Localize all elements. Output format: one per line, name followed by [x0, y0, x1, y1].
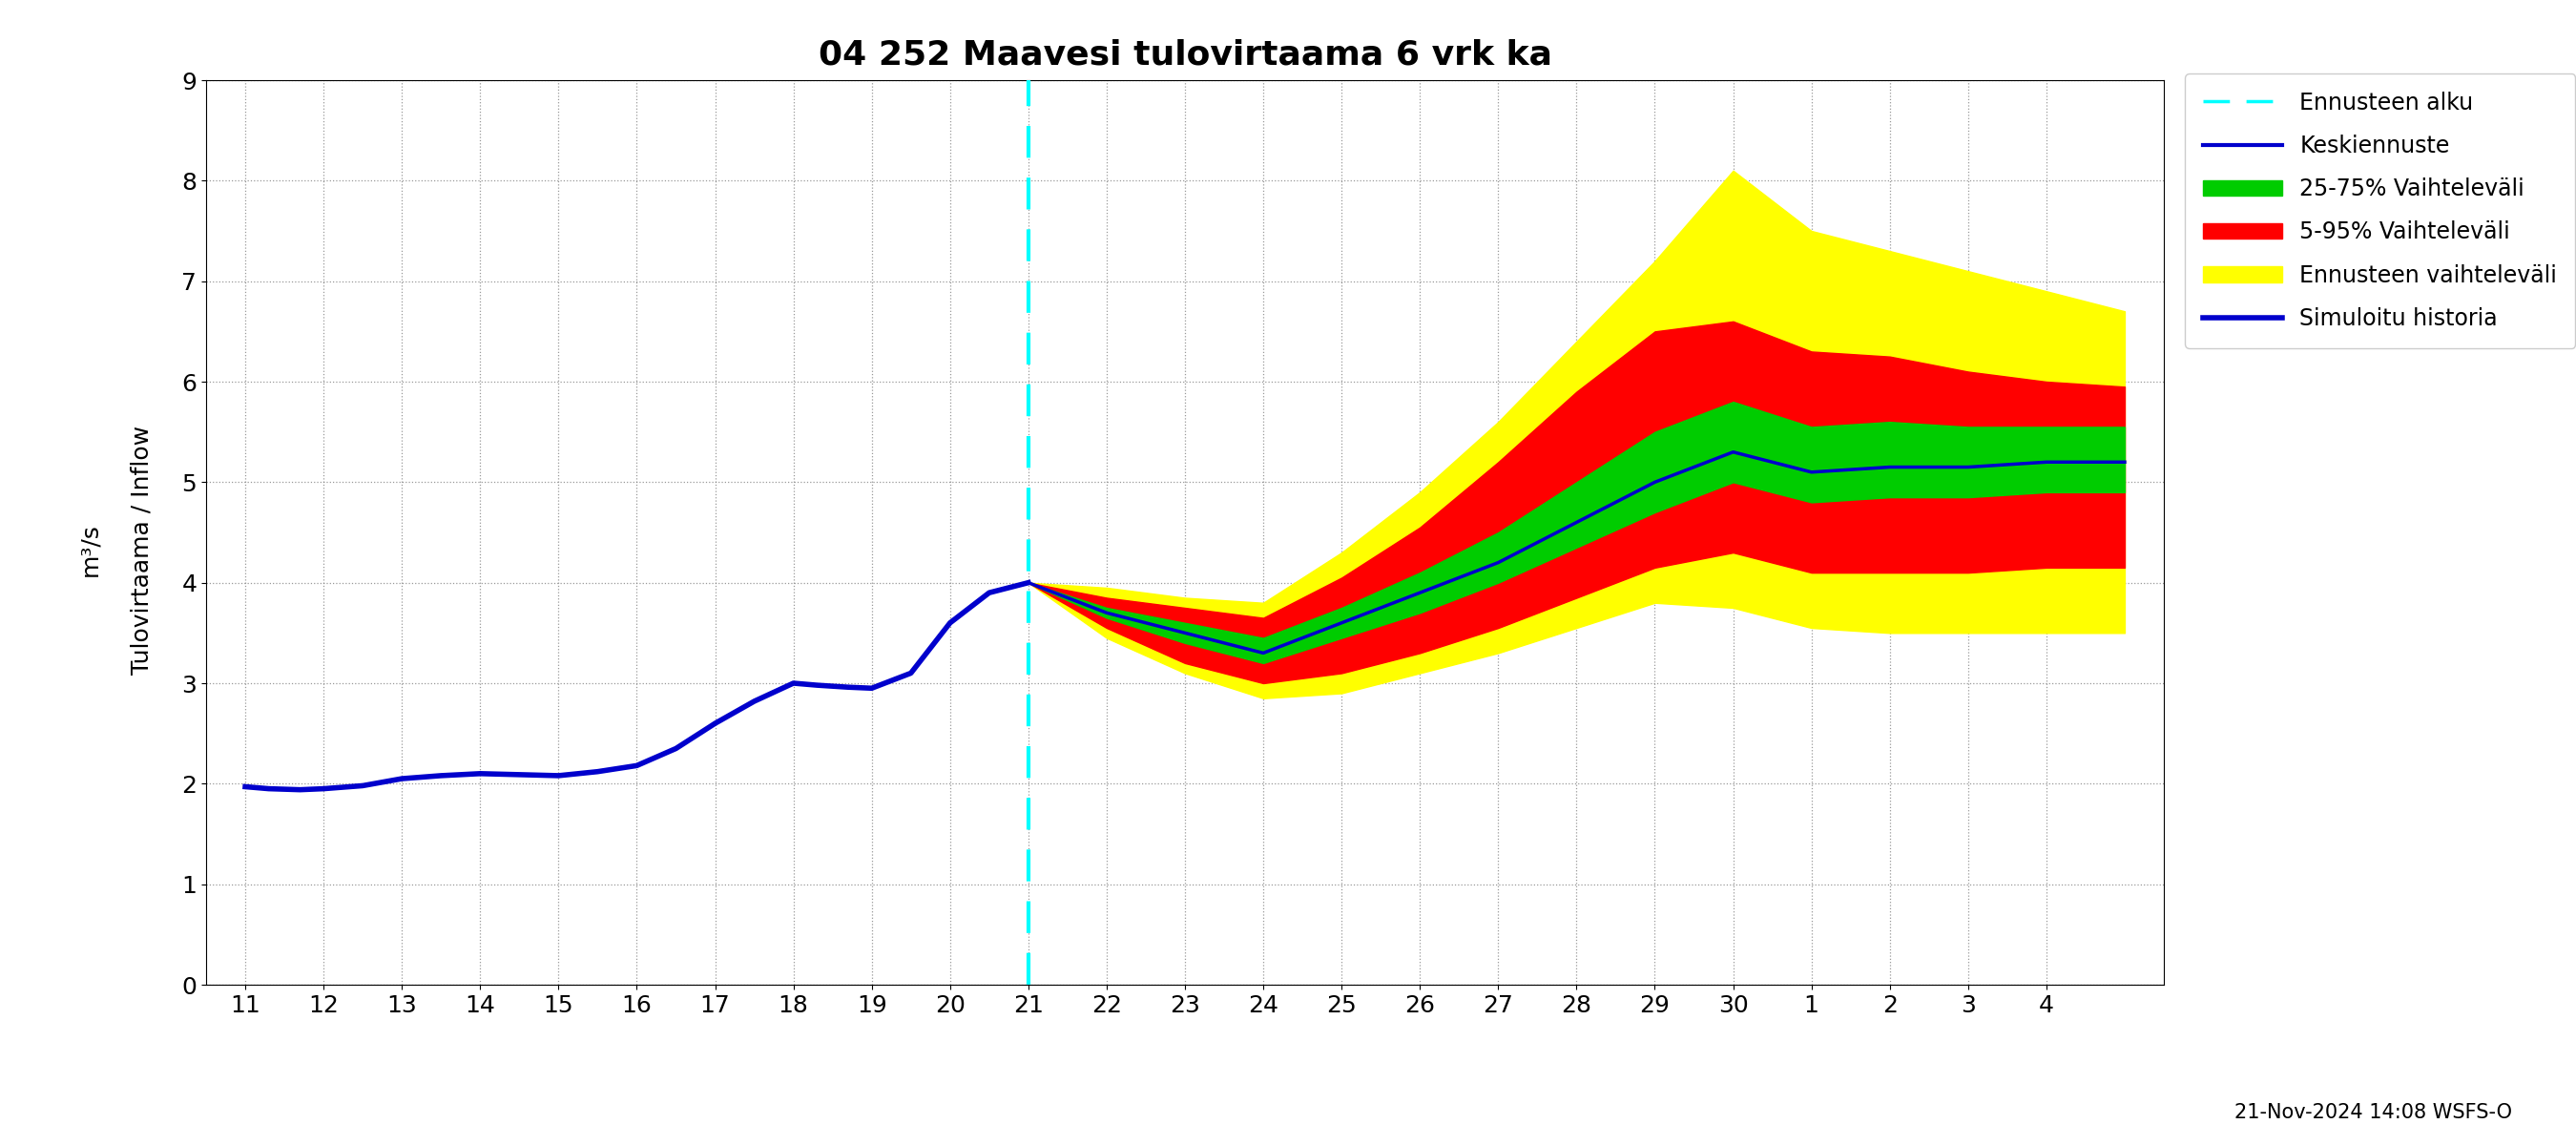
- Title: 04 252 Maavesi tulovirtaama 6 vrk ka: 04 252 Maavesi tulovirtaama 6 vrk ka: [819, 39, 1551, 71]
- Text: Tulovirtaama / Inflow: Tulovirtaama / Inflow: [131, 425, 152, 674]
- Text: 21-Nov-2024 14:08 WSFS-O: 21-Nov-2024 14:08 WSFS-O: [2233, 1103, 2512, 1122]
- Text: m³/s: m³/s: [80, 523, 100, 576]
- Legend: Ennusteen alku, Keskiennuste, 25-75% Vaihteleväli, 5-95% Vaihteleväli, Ennusteen: Ennusteen alku, Keskiennuste, 25-75% Vai…: [2184, 73, 2576, 348]
